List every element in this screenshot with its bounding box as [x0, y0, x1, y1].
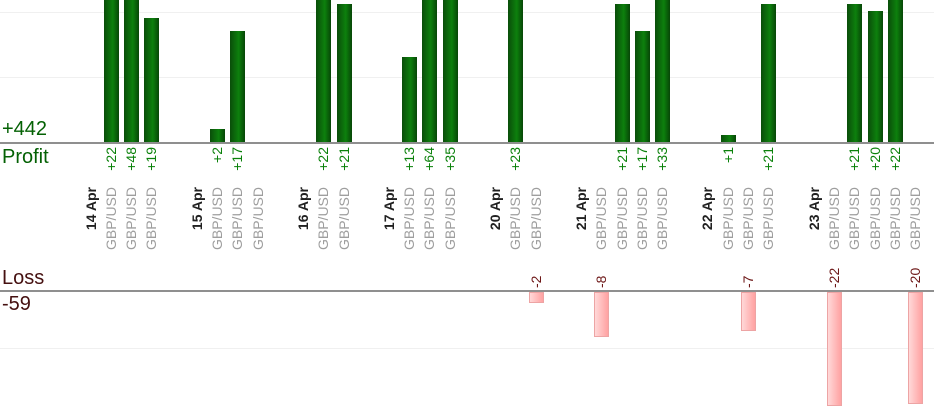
profit-bar: [316, 0, 332, 142]
profit-bar: [144, 17, 160, 142]
profit-bar: [230, 30, 246, 142]
profit-bar: [655, 0, 671, 142]
profit-bar-value: +1: [719, 147, 736, 163]
profit-axis-line: [0, 142, 934, 144]
profit-gridline: [0, 77, 934, 78]
loss-bar: [741, 292, 756, 332]
loss-total-value: -59: [2, 293, 31, 315]
profit-bar-value: +35: [441, 147, 458, 171]
loss-bar: [528, 292, 544, 304]
profit-bar-value: +22: [886, 147, 903, 171]
profit-bar-value: +21: [613, 147, 630, 171]
profit-bar: [867, 11, 883, 142]
loss-bar: [908, 292, 924, 404]
profit-bar-value: +64: [421, 147, 438, 171]
profit-bar: [336, 4, 352, 142]
profit-gridline: [0, 12, 934, 13]
profit-bar: [720, 135, 736, 142]
profit-bar-value: +21: [760, 147, 777, 171]
profit-bar-value: +17: [633, 147, 650, 171]
profit-bar: [422, 0, 438, 142]
profit-bar-value: +33: [654, 147, 671, 171]
loss-axis-line: [0, 290, 934, 292]
x-tick-symbol: GBP/USD: [249, 187, 266, 251]
x-tick-date: 17 Apr: [380, 187, 397, 231]
profit-section-label: Profit: [2, 146, 49, 168]
loss-bar-value: -22: [825, 267, 842, 288]
x-tick-date: 21 Apr: [572, 187, 589, 231]
profit-bar: [442, 0, 458, 142]
profit-bar-value: +19: [143, 147, 160, 171]
profit-bar: [124, 0, 140, 142]
x-tick-date: 16 Apr: [294, 187, 311, 231]
x-tick-date: 20 Apr: [487, 187, 503, 231]
loss-bar: [826, 292, 842, 406]
profit-bar: [210, 128, 225, 142]
profit-bar-value: +13: [401, 147, 418, 171]
loss-section-label: Loss: [2, 267, 45, 289]
x-tick-date: 22 Apr: [699, 187, 716, 231]
profit-bar-value: +23: [507, 147, 524, 171]
profit-bar: [614, 4, 630, 142]
profit-bar-value: +48: [123, 147, 140, 171]
profit-bar-value: +21: [846, 147, 863, 171]
profit-bar: [887, 0, 903, 142]
profit-bar: [402, 56, 418, 142]
profit-bar: [847, 4, 863, 142]
profit-bar: [103, 0, 119, 142]
profit-total-value: +442: [2, 118, 48, 140]
profit-plot-area: [0, 0, 934, 142]
loss-bar-value: -8: [593, 275, 610, 288]
loss-bar-value: -2: [527, 275, 544, 288]
profit-bar-value: +21: [335, 147, 352, 171]
loss-gridline: [0, 348, 934, 349]
profit-bar-value: +2: [209, 147, 225, 163]
loss-bar-value: -20: [907, 267, 924, 288]
profit-bar-value: +20: [866, 147, 883, 171]
x-tick-date: 15 Apr: [188, 187, 205, 231]
profit-bar-value: +22: [315, 147, 332, 171]
loss-plot-area: [0, 292, 934, 420]
profit-bar-value: +17: [229, 147, 246, 171]
x-tick-date: 14 Apr: [82, 187, 99, 231]
x-tick-date: 23 Apr: [805, 187, 822, 231]
profit-bar: [761, 4, 777, 142]
profit-bar: [634, 30, 650, 142]
profit-bar-value: +22: [102, 147, 119, 171]
loss-bar-value: -7: [740, 275, 756, 288]
loss-bar: [594, 292, 610, 337]
profit-bar: [508, 0, 524, 142]
